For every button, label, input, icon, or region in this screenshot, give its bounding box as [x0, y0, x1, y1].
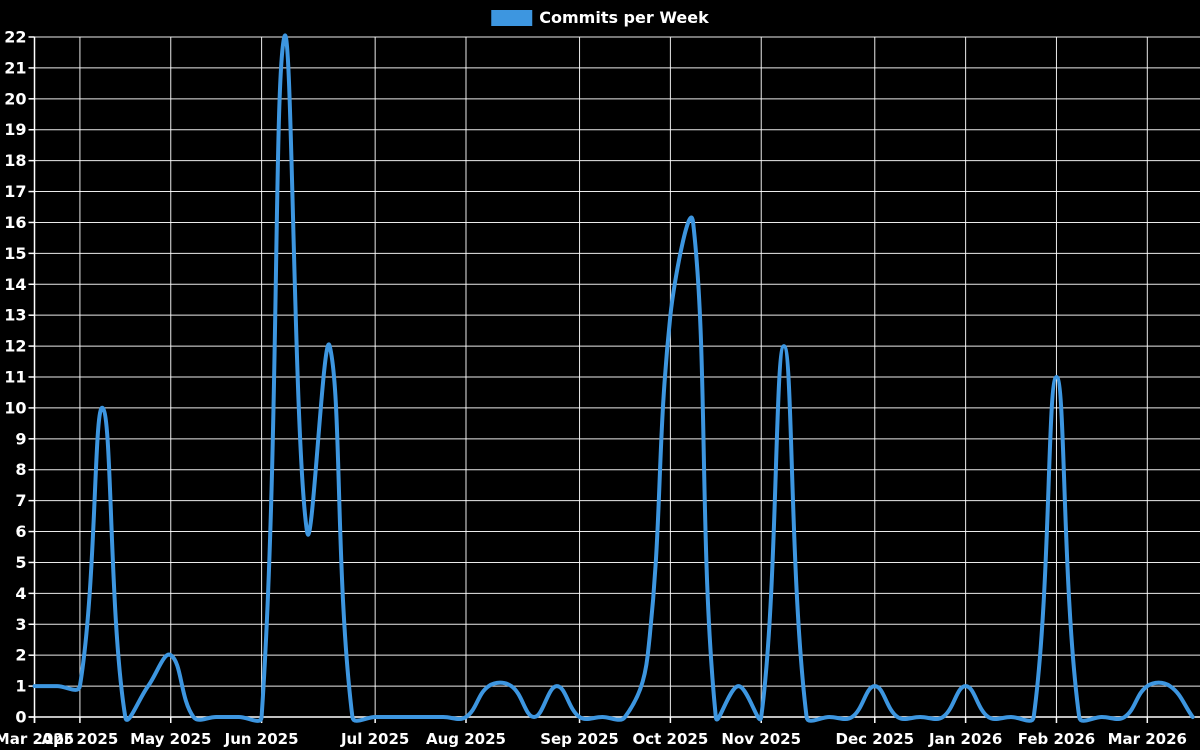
- y-tick-label: 11: [4, 368, 26, 387]
- x-tick-label: Feb 2026: [1018, 730, 1096, 748]
- y-tick-label: 18: [4, 151, 26, 170]
- x-tick-label: Dec 2025: [836, 730, 915, 748]
- y-tick-label: 8: [15, 460, 26, 479]
- legend-swatch-icon: [491, 9, 533, 26]
- x-tick-label: Oct 2025: [632, 730, 708, 748]
- y-tick-label: 16: [4, 213, 26, 232]
- y-tick-label: 6: [15, 522, 26, 541]
- y-tick-label: 4: [15, 584, 26, 603]
- x-tick-label: May 2025: [130, 730, 211, 748]
- x-tick-label: Nov 2025: [721, 730, 801, 748]
- y-tick-label: 15: [4, 244, 26, 263]
- legend-item-commits-per-week[interactable]: Commits per Week: [491, 8, 709, 27]
- y-tick-label: 14: [4, 275, 26, 294]
- x-tick-label: Jan 2026: [928, 730, 1002, 748]
- y-tick-label: 19: [4, 120, 26, 139]
- x-tick-label: Mar 2026: [1108, 730, 1187, 748]
- x-tick-label: Jul 2025: [340, 730, 409, 748]
- x-tick-label: Jun 2025: [224, 730, 299, 748]
- y-tick-label: 12: [4, 337, 26, 356]
- y-tick-label: 20: [4, 89, 26, 108]
- y-tick-label: 9: [15, 429, 26, 448]
- y-tick-label: 13: [4, 306, 26, 325]
- y-tick-label: 21: [4, 58, 26, 77]
- commits-line-series: [32, 33, 1195, 723]
- y-tick-label: 22: [4, 28, 26, 47]
- x-tick-label: Apr 2025: [42, 730, 119, 748]
- y-tick-label: 10: [4, 398, 26, 417]
- y-tick-label: 7: [15, 491, 26, 510]
- x-tick-label: Sep 2025: [540, 730, 619, 748]
- legend-label: Commits per Week: [539, 8, 709, 27]
- y-tick-label: 2: [15, 646, 26, 665]
- y-tick-label: 17: [4, 182, 26, 201]
- y-tick-label: 3: [15, 615, 26, 634]
- x-tick-label: Mar 2025: [0, 730, 74, 748]
- x-tick-label: Aug 2025: [426, 730, 506, 748]
- y-tick-label: 5: [15, 553, 26, 572]
- y-tick-label: 1: [15, 677, 26, 696]
- y-tick-label: 0: [15, 708, 26, 727]
